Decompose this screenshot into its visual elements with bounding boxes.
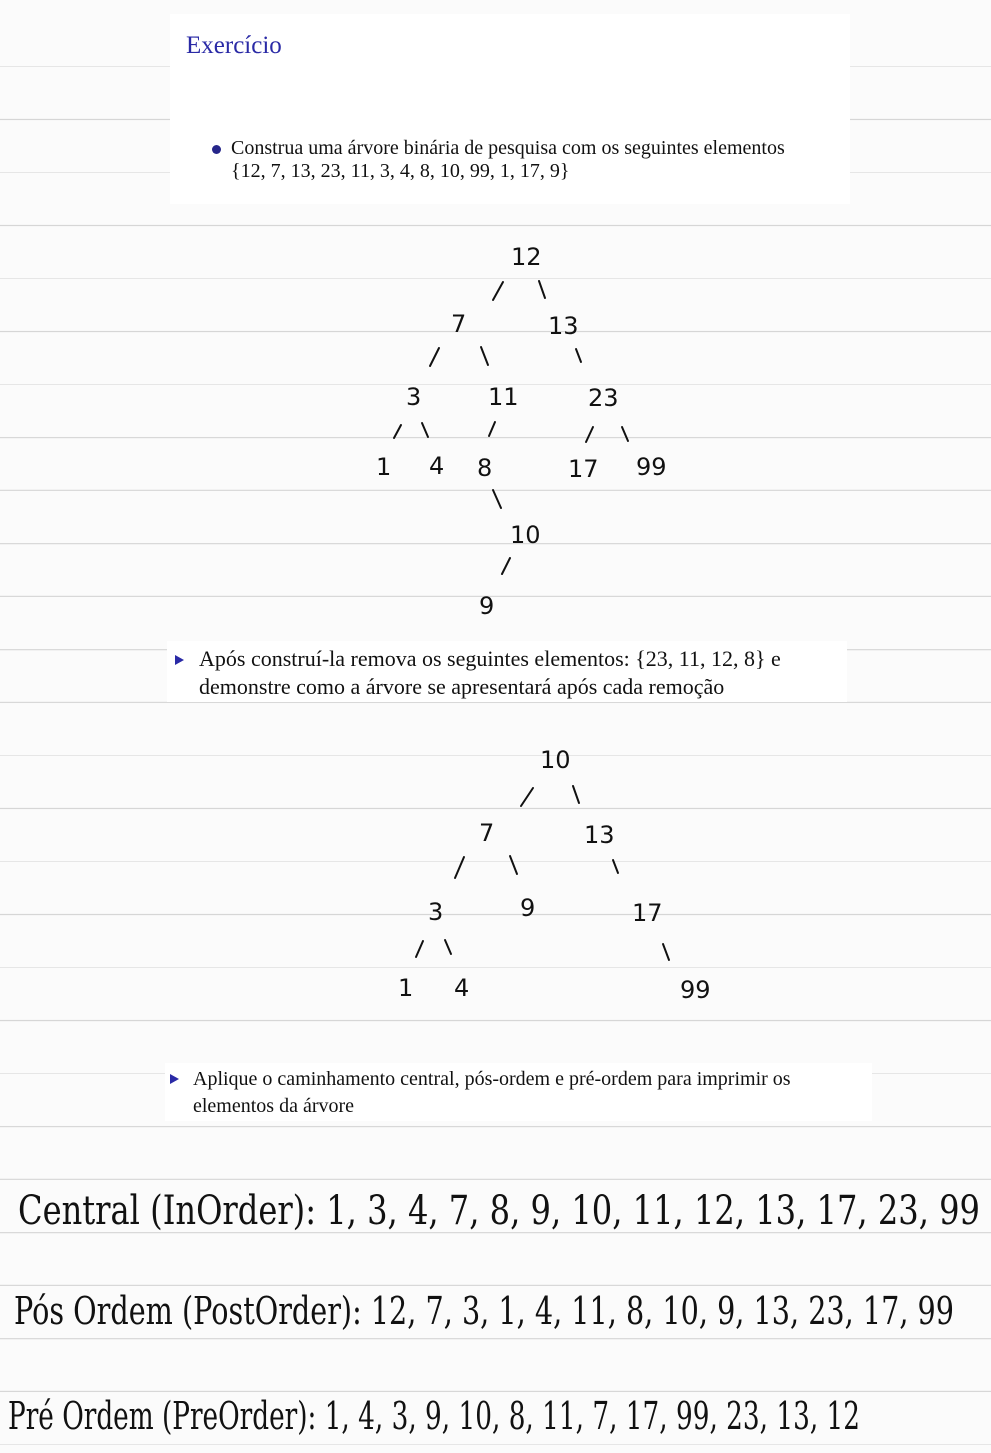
tree1-node-1: 1: [376, 453, 391, 481]
slide-card-exercise: Exercício Construa uma árvore binária de…: [170, 14, 850, 204]
tree1-edge: [393, 424, 402, 439]
tree1-node-23: 23: [588, 384, 619, 412]
tree1-edge: [621, 426, 629, 442]
tree1-node-10: 10: [510, 521, 541, 549]
slide-card-removal: Após construí-la remova os seguintes ele…: [167, 641, 847, 702]
tree2-edge: [454, 856, 465, 879]
traversal-task-line1: Aplique o caminhamento central, pós-orde…: [193, 1068, 791, 1090]
tree2-node-99: 99: [680, 976, 711, 1004]
removal-task-line1: Após construí-la remova os seguintes ele…: [199, 646, 781, 671]
tree2-edge: [662, 943, 670, 961]
tree2-node-17: 17: [632, 899, 663, 927]
tree2-edge: [572, 785, 580, 804]
triangle-bullet-icon: [175, 655, 184, 665]
tree1-node-11: 11: [488, 383, 519, 411]
tree2-node-7: 7: [479, 819, 494, 847]
tree1-edge: [501, 557, 511, 575]
tree2-node-10: 10: [540, 746, 571, 774]
tree2-edge: [415, 940, 424, 958]
tree2-edge: [509, 855, 518, 875]
tree1-edge: [585, 426, 594, 443]
tree1-edge: [492, 281, 504, 301]
tree1-node-3: 3: [406, 383, 421, 411]
tree2-edge: [520, 787, 534, 807]
tree2-edges: [415, 785, 670, 961]
slide-title: Exercício: [186, 32, 282, 59]
tree1-node-9: 9: [479, 592, 494, 620]
tree2-edge: [444, 939, 452, 955]
tree1-edge: [575, 348, 582, 363]
tree1-node-99: 99: [636, 453, 667, 481]
tree1-node-17: 17: [568, 455, 599, 483]
tree2-node-9: 9: [520, 894, 535, 922]
tree1-edge: [429, 347, 440, 367]
tree1-node-4: 4: [429, 452, 444, 480]
tree2-node-4: 4: [454, 974, 469, 1002]
tree1-edge: [488, 421, 496, 437]
exercise-statement-line2: {12, 7, 13, 23, 11, 3, 4, 8, 10, 99, 1, …: [231, 160, 570, 182]
exercise-statement-line1: Construa uma árvore binária de pesquisa …: [231, 137, 785, 159]
tree1-edge: [480, 346, 489, 366]
tree2-node-1: 1: [398, 974, 413, 1002]
tree1-edge: [421, 422, 429, 438]
tree1-edge: [492, 489, 502, 509]
tree1-node-7: 7: [451, 310, 466, 338]
tree2-node-13: 13: [584, 821, 615, 849]
removal-task-line2: demonstre como a árvore se apresentará a…: [199, 674, 725, 699]
triangle-bullet-icon: [170, 1074, 179, 1084]
tree1-node-13: 13: [548, 312, 579, 340]
answer-preorder: Pré Ordem (PreOrder): 1, 4, 3, 9, 10, 8,…: [8, 1394, 860, 1438]
slide-card-traversal: Aplique o caminhamento central, pós-orde…: [165, 1063, 872, 1121]
tree2-edge: [612, 859, 619, 874]
tree1-node-8: 8: [477, 454, 492, 482]
tree2-node-3: 3: [428, 898, 443, 926]
answer-postorder: Pós Ordem (PostOrder): 12, 7, 3, 1, 4, 1…: [14, 1289, 954, 1333]
tree1-edge: [538, 280, 546, 299]
tree1-node-12: 12: [511, 243, 542, 271]
answer-inorder: Central (InOrder): 1, 3, 4, 7, 8, 9, 10,…: [18, 1188, 980, 1234]
bullet-dot-icon: [212, 145, 221, 154]
tree1-edges: [393, 280, 629, 575]
traversal-task-line2: elementos da árvore: [193, 1095, 355, 1117]
